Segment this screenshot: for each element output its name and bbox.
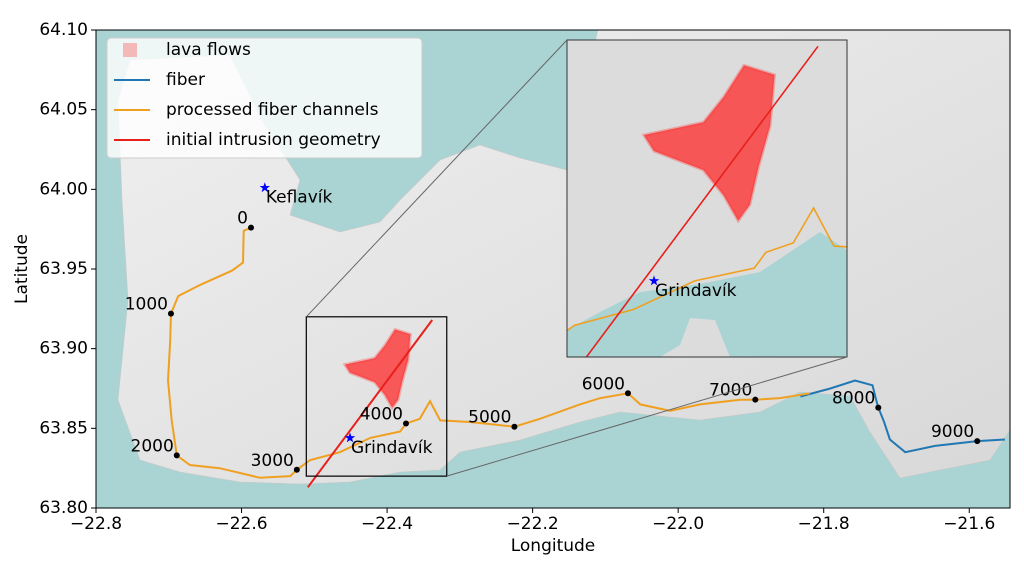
inset-layer — [567, 45, 847, 357]
place-marker — [648, 275, 660, 286]
x-tick-label: −22.0 — [652, 514, 704, 534]
connector — [446, 356, 848, 477]
channel-marker — [293, 466, 300, 473]
channel-label: 7000 — [709, 381, 752, 401]
x-axis-label: Longitude — [511, 536, 596, 556]
channel-label: 0 — [237, 209, 248, 229]
x-tick-label: −22.4 — [361, 514, 413, 534]
main-map-layer — [166, 182, 1005, 488]
x-tick-label: −21.6 — [943, 514, 995, 534]
y-tick-label: 64.10 — [39, 20, 88, 40]
legend-label: processed fiber channels — [166, 100, 379, 120]
y-tick-label: 64.05 — [39, 100, 88, 120]
legend-box — [106, 37, 423, 159]
series-line — [567, 206, 847, 332]
x-tick-label: −22.6 — [215, 514, 267, 534]
channel-label: 8000 — [832, 389, 875, 409]
place-label: Keflavík — [266, 188, 333, 208]
inset-sea — [567, 232, 847, 357]
y-tick-label: 64.00 — [39, 179, 88, 199]
place-label: Grindavík — [351, 438, 433, 458]
y-tick-label: 63.95 — [39, 259, 88, 279]
x-tick-label: −22.8 — [70, 514, 122, 534]
channel-marker — [624, 390, 631, 397]
channel-marker — [167, 310, 174, 317]
y-tick-label: 63.80 — [39, 498, 88, 518]
data-layer — [166, 45, 1005, 488]
channel-marker — [173, 452, 180, 459]
y-tick-label: 63.85 — [39, 418, 88, 438]
series-line — [800, 379, 1005, 454]
channel-marker — [403, 420, 410, 427]
channel-label: 1000 — [125, 295, 168, 315]
place-marker — [344, 432, 356, 443]
lava-flow — [342, 327, 412, 411]
lava-flow — [641, 63, 777, 224]
inset-place-label: Grindavík — [655, 281, 737, 301]
legend-label: initial intrusion geometry — [166, 130, 381, 150]
place-marker — [259, 182, 271, 193]
connector — [305, 39, 568, 318]
channel-label: 9000 — [931, 422, 974, 442]
channel-label: 5000 — [468, 408, 511, 428]
y-axis-label: Latitude — [12, 234, 32, 304]
series-line — [585, 45, 819, 357]
series-line — [306, 319, 434, 488]
channel-marker — [752, 396, 759, 403]
inset-frame — [566, 39, 848, 358]
y-tick-label: 63.90 — [39, 339, 88, 359]
channel-label: 2000 — [131, 436, 174, 456]
channel-marker — [974, 438, 981, 445]
legend-label: fiber — [166, 70, 205, 90]
legend-label: lava flows — [166, 40, 251, 60]
zoom-box — [305, 316, 448, 477]
channel-marker — [511, 423, 518, 430]
x-tick-label: −21.8 — [798, 514, 850, 534]
channel-label: 6000 — [582, 374, 625, 394]
legend-swatch — [123, 43, 137, 57]
legend: lava flows fiber processed fiber channels i… — [106, 37, 423, 159]
x-tick-label: −22.2 — [507, 514, 559, 534]
channel-label: 4000 — [360, 405, 403, 425]
channel-label: 3000 — [251, 451, 294, 471]
inset — [567, 40, 847, 357]
channel-marker — [248, 224, 255, 231]
channel-marker — [875, 404, 882, 411]
